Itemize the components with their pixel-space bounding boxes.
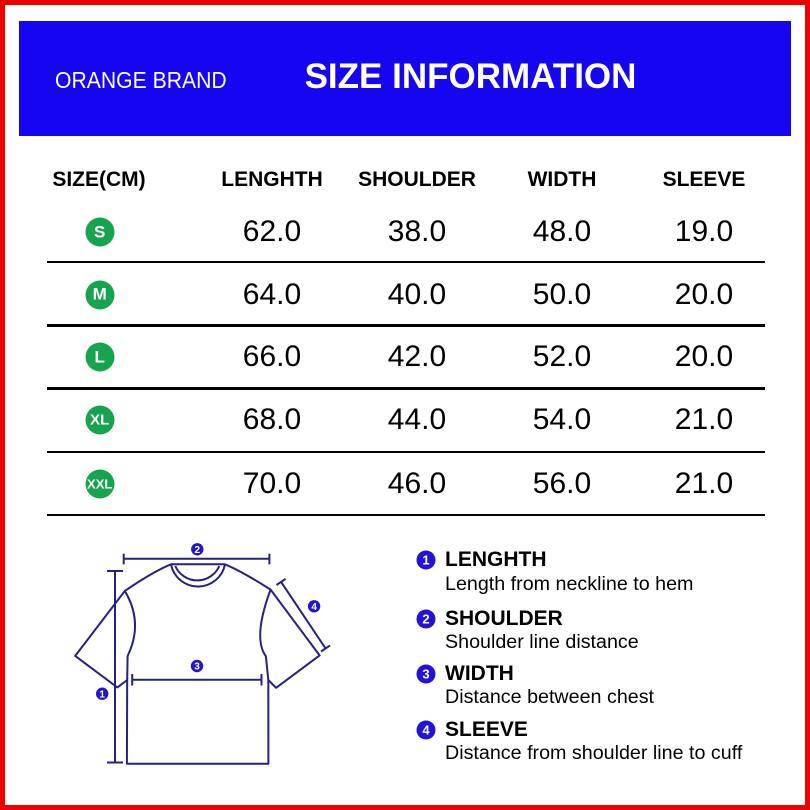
svg-text:4: 4 — [311, 602, 317, 613]
svg-text:3: 3 — [194, 662, 200, 673]
svg-text:2: 2 — [195, 545, 201, 556]
svg-text:1: 1 — [99, 689, 105, 700]
